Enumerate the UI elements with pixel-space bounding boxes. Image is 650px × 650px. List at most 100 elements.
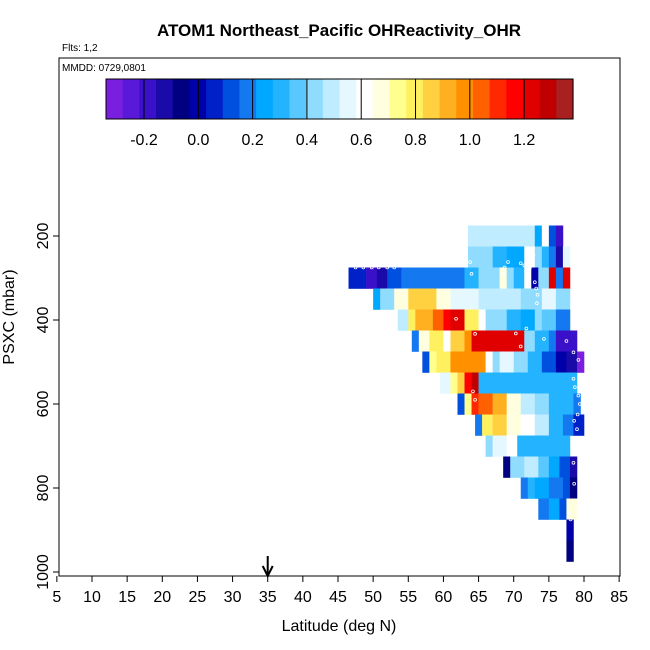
heatmap-bin: [482, 414, 493, 436]
heatmap-bin: [538, 456, 550, 478]
x-tick-label: 55: [399, 589, 417, 606]
y-tick-label: 800: [35, 475, 52, 502]
heatmap-bin: [541, 351, 557, 373]
sample-point: [535, 301, 539, 306]
heatmap-bin: [450, 288, 479, 310]
x-tick-label: 5: [52, 589, 61, 606]
colorbar-tick-label: 0.2: [241, 132, 263, 149]
colorbar-swatch: [439, 79, 457, 119]
sample-point: [529, 258, 534, 263]
y-tick-label: 200: [35, 223, 52, 250]
sample-point: [361, 265, 366, 270]
sample-point: [468, 260, 472, 264]
heatmap-bin: [415, 309, 434, 331]
heatmap-bin: [401, 267, 465, 289]
colorbar-swatch: [372, 79, 391, 119]
heatmap-bin: [520, 477, 529, 499]
heatmap-bin: [422, 351, 430, 373]
heatmap-bin: [439, 372, 451, 394]
colorbar-swatch: [272, 79, 291, 119]
heatmap-bin: [443, 330, 451, 352]
flights-label: Flts: 1,2: [62, 43, 98, 54]
sample-point: [469, 271, 474, 276]
heatmap-bin: [464, 267, 479, 289]
sample-point: [392, 265, 397, 270]
heatmap-bin: [478, 309, 486, 331]
heatmap-bin: [373, 288, 381, 310]
heatmap-bin: [524, 456, 539, 478]
x-tick-label: 20: [153, 589, 171, 606]
heatmap-bin: [562, 414, 574, 436]
sample-point: [471, 389, 475, 394]
dates-label: MMDD: 0729,0801: [62, 63, 146, 74]
heatmap-bin: [534, 477, 550, 499]
heatmap-bin: [478, 267, 500, 289]
heatmap-bin: [541, 309, 557, 331]
heatmap-bin: [450, 330, 465, 352]
colorbar-swatch: [422, 79, 441, 119]
heatmap-bin: [450, 351, 472, 373]
heatmap-bin: [506, 435, 518, 457]
heatmap-bin: [485, 351, 493, 373]
colorbar-swatch: [522, 79, 541, 119]
heatmap-bin: [394, 288, 409, 310]
heatmap-bin: [520, 414, 536, 436]
sample-point: [534, 286, 539, 291]
heatmap-bin: [506, 393, 522, 415]
y-tick-label: 1000: [35, 554, 52, 590]
heatmap-bin: [555, 288, 571, 310]
colorbar-tick-label: 0.6: [350, 132, 372, 149]
heatmap-bin: [485, 309, 507, 331]
heatmap-bin: [464, 372, 472, 394]
heatmap-bin: [555, 330, 578, 352]
heatmap-bin: [534, 330, 550, 352]
heatmap-bin: [548, 414, 564, 436]
heatmap-bin: [541, 288, 557, 310]
colorbar-swatch: [489, 79, 507, 119]
colorbar-swatch: [322, 79, 341, 119]
colorbar-tick-label: 1.0: [459, 132, 481, 149]
colorbar-swatch: [222, 79, 241, 119]
heatmap-bin: [534, 225, 543, 247]
heatmap-bin: [534, 309, 543, 331]
colorbar-tick-label: 0.8: [404, 132, 426, 149]
heatmap-bin: [506, 267, 515, 289]
heatmap-bin: [538, 267, 550, 289]
colorbar-swatch: [456, 79, 474, 119]
heatmap-bin: [492, 435, 507, 457]
heatmap-bin: [566, 351, 578, 373]
colorbar-swatch: [122, 79, 140, 119]
colorbar-tick-label: 0.0: [187, 132, 209, 149]
colorbar-swatch: [139, 79, 157, 119]
heatmap-bin: [524, 267, 532, 289]
heatmap-bin: [520, 309, 536, 331]
colorbar-swatch: [339, 79, 357, 119]
sample-point: [577, 402, 582, 406]
heatmap-bin: [531, 267, 539, 289]
colorbar-tick-label: 1.2: [513, 132, 535, 149]
heatmap-bin: [411, 330, 420, 352]
sample-point: [535, 292, 540, 297]
sample-point: [473, 397, 477, 402]
sample-point: [575, 412, 580, 417]
y-tick-label: 600: [35, 391, 52, 418]
heatmap-bin: [443, 309, 451, 331]
heatmap-bin: [464, 309, 479, 331]
heatmap-bin: [492, 351, 500, 373]
x-tick-label: 25: [189, 589, 207, 606]
heatmap-bin: [450, 309, 465, 331]
colorbar-swatch: [106, 79, 124, 119]
heatmap-bins: [348, 225, 585, 562]
sample-point: [568, 517, 573, 522]
heatmap-bin: [478, 393, 493, 415]
heatmap-bin: [506, 246, 525, 268]
x-tick-label: 85: [610, 589, 628, 606]
heatmap-bin: [513, 351, 529, 373]
heatmap-bin: [499, 267, 507, 289]
x-tick-label: 70: [505, 589, 523, 606]
heatmap-bin: [478, 372, 578, 394]
sample-points: [353, 253, 582, 522]
heatmap-bin: [559, 456, 571, 478]
heatmap-bin: [548, 225, 557, 247]
